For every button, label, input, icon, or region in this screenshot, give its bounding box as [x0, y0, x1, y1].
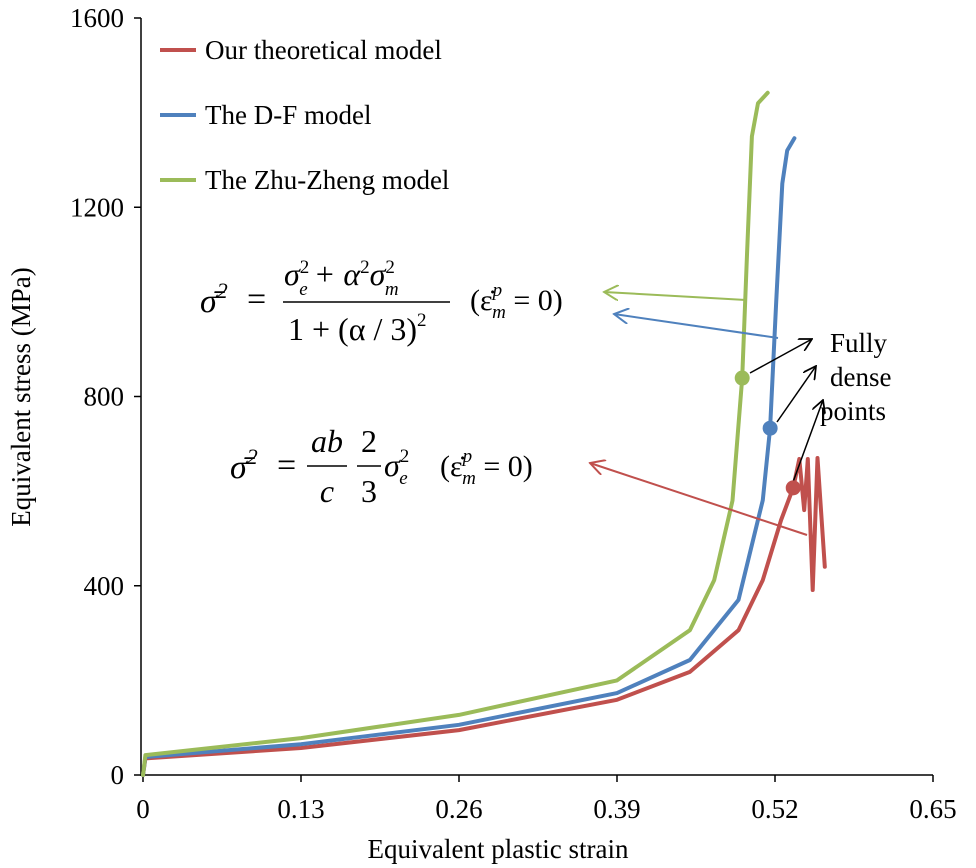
svg-text:c: c [320, 473, 334, 509]
fully-dense-point-2 [762, 420, 778, 436]
y-tick-label: 1200 [70, 192, 124, 222]
axes [140, 18, 933, 776]
legend-entry: The Zhu-Zheng model [205, 165, 449, 195]
legend-entry: The D-F model [205, 100, 371, 130]
x-tick-label: 0.65 [909, 794, 956, 824]
series-line-1 [141, 456, 827, 777]
svg-text:=: = [277, 447, 296, 484]
arrow-dense-green [749, 339, 812, 374]
svg-text:σ̄2: σ̄2 [230, 444, 258, 486]
arrow-red-to-formula2 [590, 463, 808, 536]
svg-text:σ̄2: σ̄2 [200, 278, 228, 320]
series-line-3 [141, 90, 770, 777]
fully-dense-point-1 [785, 480, 801, 496]
x-tick-label: 0.26 [435, 794, 482, 824]
arrow-dense-red [792, 400, 823, 483]
y-tick-label: 0 [111, 760, 125, 790]
svg-text:1 + (α / 3)2: 1 + (α / 3)2 [288, 310, 427, 347]
x-tick-label: 0.13 [277, 794, 324, 824]
svg-text:3: 3 [361, 473, 377, 509]
fully-dense-point-3 [734, 370, 750, 386]
y-tick-label: 400 [84, 571, 125, 601]
arrow-blue-to-formula1 [614, 314, 779, 339]
legend: Our theoretical model The D-F model The Zh… [160, 35, 449, 195]
svg-text:2: 2 [361, 423, 377, 459]
x-tick-label: 0.52 [751, 794, 798, 824]
svg-text:(ε̇pm = 0): (ε̇p m = 0) [440, 446, 533, 489]
x-tick-label: 0.39 [593, 794, 640, 824]
fully-dense-label: Fully dense points [820, 328, 891, 426]
series-line-2 [141, 136, 797, 777]
svg-text:ab: ab [311, 423, 343, 459]
y-axis-label: Equivalent stress (MPa) [6, 267, 36, 526]
arrow-green-to-formula1 [604, 292, 747, 301]
svg-text:σ2e: σ2 e [384, 446, 409, 489]
arrow-dense-blue [776, 366, 816, 423]
svg-text:=: = [247, 281, 266, 318]
y-tick-label: 800 [84, 382, 125, 412]
x-axis-label: Equivalent plastic strain [368, 834, 629, 864]
formula-our-model: σ̄2 = ab c 2 3 σ2 e (ε̇p m = 0) [230, 423, 533, 509]
x-tick-label: 0 [136, 794, 150, 824]
formula-df-zhu-zheng: σ̄2 = σ2 e + α2σ2 m 1 + (α / 3)2 (ε̇p m = 0) [200, 256, 563, 347]
y-tick-label: 1600 [70, 3, 124, 33]
legend-entry: Our theoretical model [205, 35, 442, 65]
svg-text:(ε̇pm = 0): (ε̇p m = 0) [470, 280, 563, 323]
